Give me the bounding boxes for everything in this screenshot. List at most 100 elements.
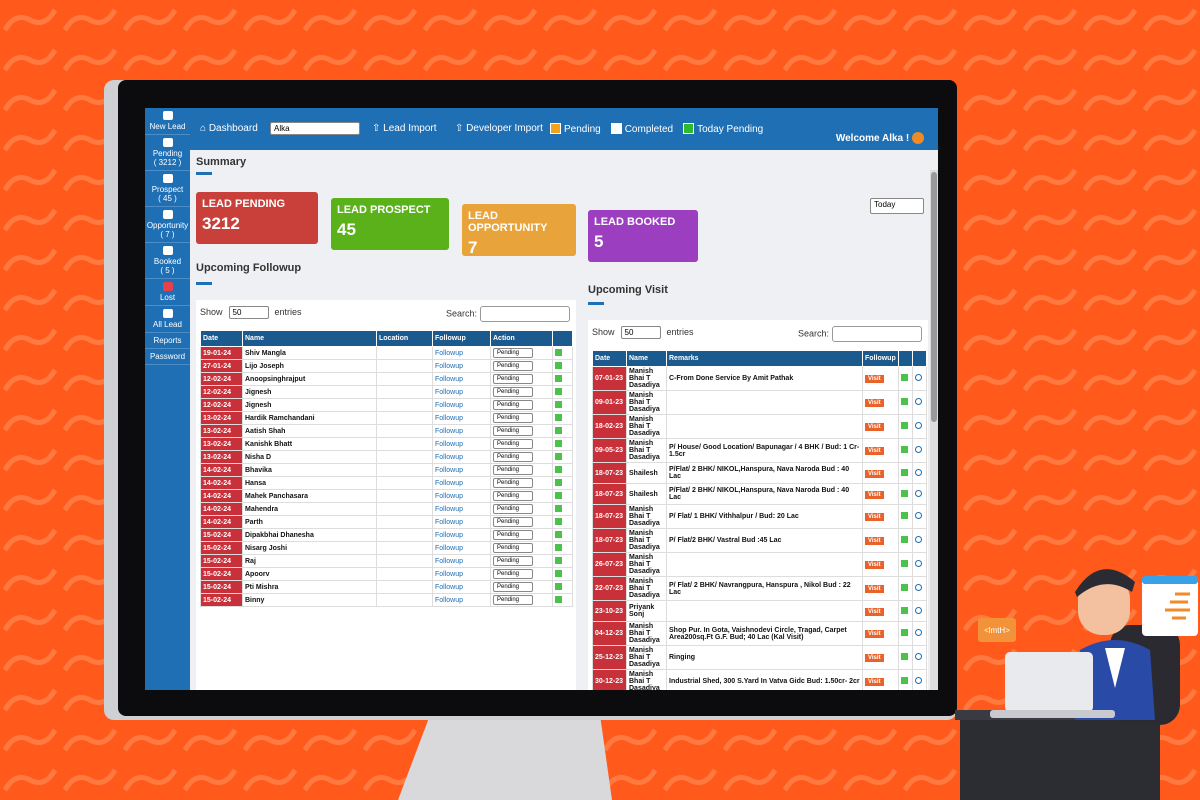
- sidebar-item[interactable]: New Lead: [145, 108, 190, 135]
- status-icon[interactable]: [901, 606, 908, 614]
- status-icon[interactable]: [555, 478, 562, 486]
- followup-link[interactable]: Followup: [435, 505, 464, 513]
- summary-card[interactable]: LEAD PROSPECT 45: [331, 198, 449, 250]
- detail-icon[interactable]: [915, 446, 922, 453]
- detail-icon[interactable]: [915, 653, 922, 660]
- action-select[interactable]: Pending: [493, 530, 533, 540]
- detail-icon[interactable]: [915, 629, 922, 636]
- followup-link[interactable]: Followup: [435, 466, 464, 474]
- status-icon[interactable]: [555, 569, 562, 577]
- followup-link[interactable]: Followup: [435, 544, 464, 552]
- status-icon[interactable]: [555, 413, 562, 421]
- search-input[interactable]: [480, 306, 570, 322]
- followup-link[interactable]: Followup: [435, 375, 464, 383]
- detail-icon[interactable]: [915, 677, 922, 684]
- detail-icon[interactable]: [915, 560, 922, 567]
- status-icon[interactable]: [555, 517, 562, 525]
- summary-card[interactable]: LEAD PENDING 3212: [196, 192, 318, 244]
- status-icon[interactable]: [901, 489, 908, 497]
- sidebar-item[interactable]: Opportunity( 7 ): [145, 207, 190, 243]
- visit-button[interactable]: Visit: [865, 375, 884, 383]
- followup-link[interactable]: Followup: [435, 349, 464, 357]
- sidebar-item[interactable]: Prospect( 45 ): [145, 171, 190, 207]
- followup-link[interactable]: Followup: [435, 531, 464, 539]
- user-select[interactable]: Alka: [270, 122, 360, 135]
- followup-link[interactable]: Followup: [435, 479, 464, 487]
- sidebar-item[interactable]: Pending( 3212 ): [145, 135, 190, 171]
- detail-icon[interactable]: [915, 398, 922, 405]
- dashboard-link[interactable]: ⌂ Dashboard: [200, 123, 258, 134]
- summary-card[interactable]: LEAD BOOKED 5: [588, 210, 698, 262]
- action-select[interactable]: Pending: [493, 413, 533, 423]
- action-select[interactable]: Pending: [493, 452, 533, 462]
- status-icon[interactable]: [555, 439, 562, 447]
- visit-button[interactable]: Visit: [865, 469, 884, 478]
- followup-link[interactable]: Followup: [435, 401, 464, 409]
- sidebar-item[interactable]: Lost: [145, 279, 190, 306]
- action-select[interactable]: Pending: [493, 556, 533, 566]
- action-select[interactable]: Pending: [493, 426, 533, 436]
- visit-button[interactable]: Visit: [865, 490, 884, 499]
- followup-link[interactable]: Followup: [435, 492, 464, 500]
- followup-link[interactable]: Followup: [435, 583, 464, 591]
- visit-button[interactable]: Visit: [865, 399, 884, 407]
- detail-icon[interactable]: [915, 584, 922, 591]
- status-icon[interactable]: [555, 465, 562, 473]
- action-select[interactable]: Pending: [493, 439, 533, 449]
- search-input[interactable]: [832, 326, 922, 342]
- action-select[interactable]: Pending: [493, 569, 533, 579]
- status-icon[interactable]: [555, 530, 562, 538]
- status-icon[interactable]: [901, 584, 908, 591]
- status-icon[interactable]: [901, 446, 908, 453]
- action-select[interactable]: Pending: [493, 504, 533, 514]
- action-select[interactable]: Pending: [493, 543, 533, 553]
- visit-button[interactable]: Visit: [865, 447, 884, 455]
- action-select[interactable]: Pending: [493, 361, 533, 371]
- status-icon[interactable]: [555, 400, 562, 408]
- page-size-select[interactable]: 50: [620, 326, 661, 339]
- followup-link[interactable]: Followup: [435, 427, 464, 435]
- action-select[interactable]: Pending: [493, 595, 533, 605]
- status-icon[interactable]: [901, 560, 908, 567]
- status-icon[interactable]: [901, 653, 908, 660]
- action-select[interactable]: Pending: [493, 491, 533, 501]
- visit-button[interactable]: Visit: [865, 678, 884, 686]
- page-size-select[interactable]: 50: [228, 306, 269, 319]
- followup-link[interactable]: Followup: [435, 362, 464, 370]
- action-select[interactable]: Pending: [493, 348, 533, 358]
- sidebar-item[interactable]: Reports: [145, 333, 190, 349]
- visit-button[interactable]: Visit: [865, 585, 884, 593]
- status-icon[interactable]: [555, 348, 562, 356]
- visit-button[interactable]: Visit: [865, 654, 884, 662]
- status-icon[interactable]: [555, 387, 562, 395]
- visit-button[interactable]: Visit: [865, 561, 884, 569]
- detail-icon[interactable]: [915, 536, 922, 543]
- status-icon[interactable]: [555, 595, 562, 603]
- followup-link[interactable]: Followup: [435, 557, 464, 565]
- status-icon[interactable]: [555, 361, 562, 369]
- followup-link[interactable]: Followup: [435, 414, 464, 422]
- summary-card[interactable]: LEAD OPPORTUNITY 7: [462, 204, 576, 257]
- action-select[interactable]: Pending: [493, 478, 533, 488]
- action-select[interactable]: Pending: [493, 465, 533, 475]
- status-icon[interactable]: [901, 374, 908, 381]
- followup-link[interactable]: Followup: [435, 440, 464, 448]
- detail-icon[interactable]: [915, 512, 922, 519]
- status-icon[interactable]: [901, 536, 908, 543]
- sidebar-item[interactable]: All Lead: [145, 306, 190, 333]
- detail-icon[interactable]: [915, 468, 922, 476]
- scrollbar[interactable]: [930, 170, 938, 690]
- status-icon[interactable]: [901, 398, 908, 405]
- status-icon[interactable]: [901, 677, 908, 684]
- action-select[interactable]: Pending: [493, 582, 533, 592]
- detail-icon[interactable]: [915, 606, 922, 614]
- status-icon[interactable]: [555, 543, 562, 551]
- status-icon[interactable]: [555, 491, 562, 499]
- status-icon[interactable]: [901, 468, 908, 476]
- action-select[interactable]: Pending: [493, 517, 533, 527]
- followup-link[interactable]: Followup: [435, 570, 464, 578]
- followup-link[interactable]: Followup: [435, 453, 464, 461]
- followup-link[interactable]: Followup: [435, 596, 464, 604]
- visit-button[interactable]: Visit: [865, 423, 884, 431]
- visit-button[interactable]: Visit: [865, 630, 884, 638]
